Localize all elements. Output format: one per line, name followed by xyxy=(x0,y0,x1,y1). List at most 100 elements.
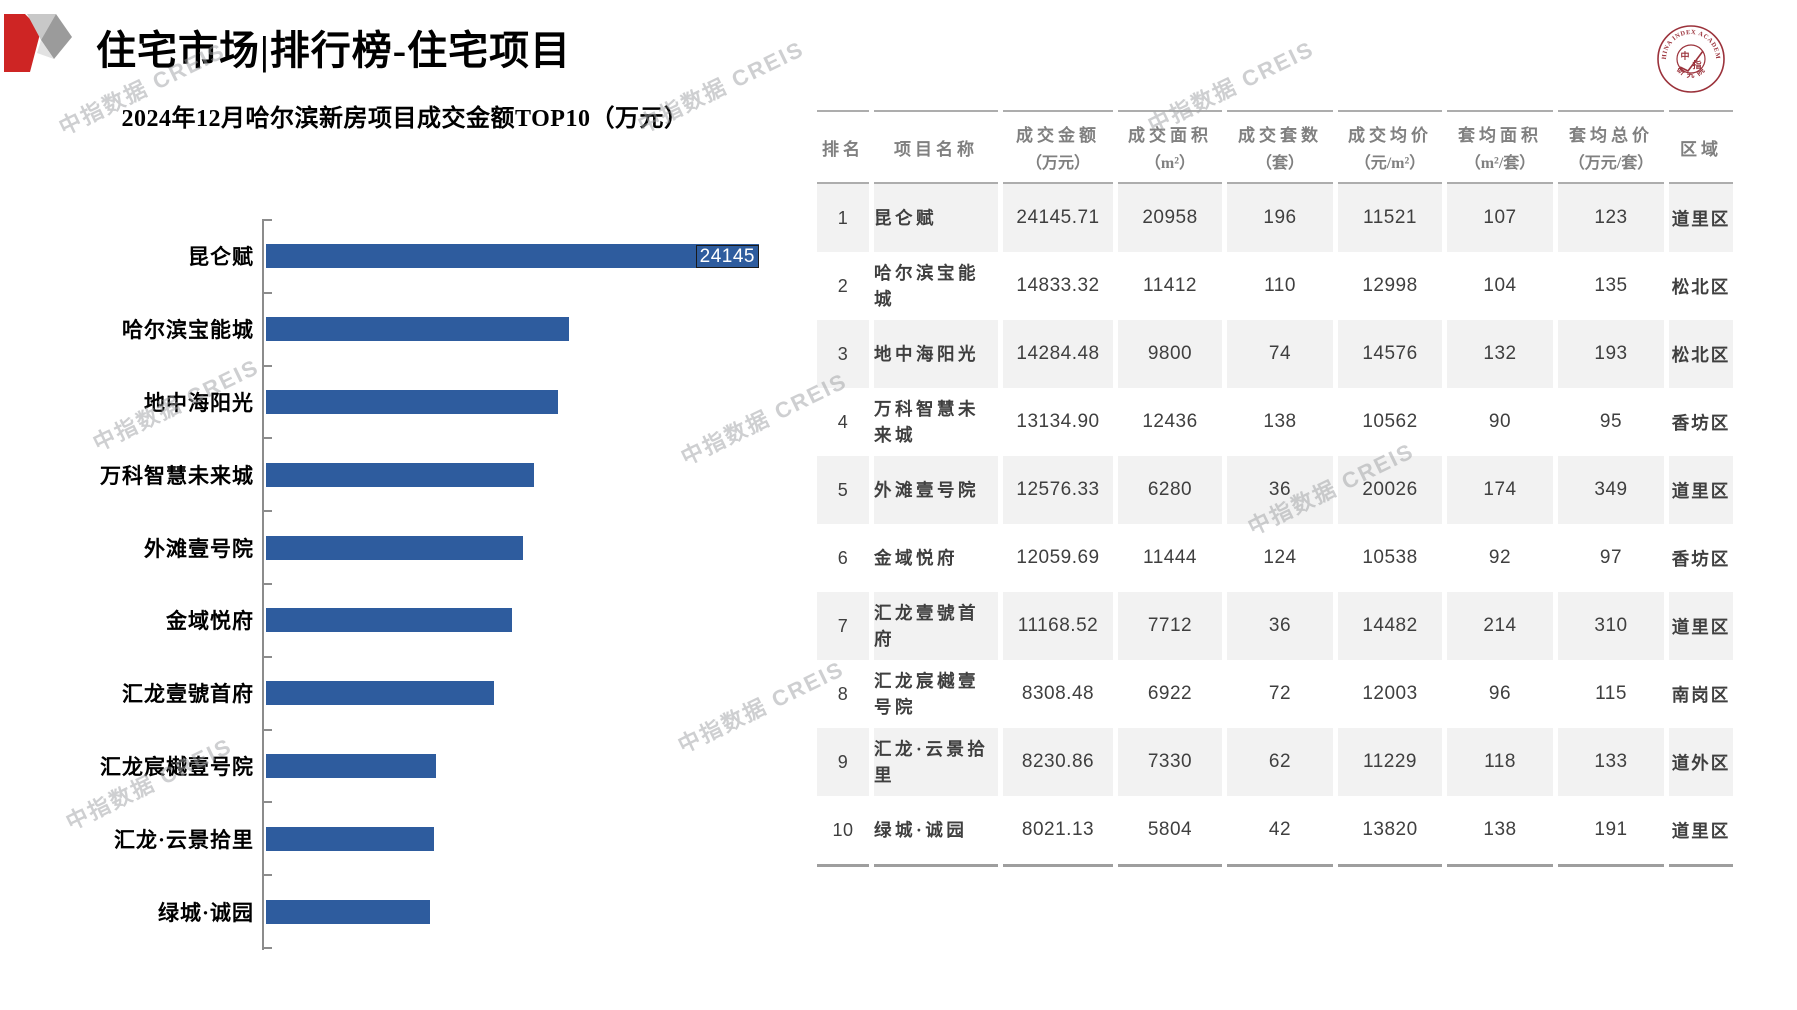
axis-tick xyxy=(262,655,272,658)
table-cell: 310 xyxy=(1558,592,1664,660)
table-row: 6 金域悦府 12059.69 11444 124 10538 92 97 香坊区 xyxy=(817,524,1733,592)
axis-tick xyxy=(262,583,272,585)
table-row: 4 万科智慧未来城 13134.90 12436 138 10562 90 95 香坊区 xyxy=(817,388,1733,456)
table-cell: 11168.52 xyxy=(1003,592,1113,660)
column-header: 排名 xyxy=(817,110,869,184)
bar xyxy=(266,389,558,414)
table-cell: 95 xyxy=(1599,411,1623,432)
bar xyxy=(266,535,523,560)
table-cell: 松北区 xyxy=(1671,276,1731,297)
table-cell: 7330 xyxy=(1118,728,1222,796)
table-row: 9 汇龙·云景拾里 8230.86 7330 62 11229 118 133 道外区 xyxy=(817,728,1733,796)
table-cell: 11229 xyxy=(1338,728,1442,796)
table-cell: 道外区 xyxy=(1669,728,1733,796)
table-cell: 96 xyxy=(1488,683,1512,704)
table-cell: 11521 xyxy=(1338,184,1442,252)
table-cell: 6280 xyxy=(1118,456,1222,524)
table-row: 2 哈尔滨宝能城 14833.32 11412 110 12998 104 135 松北区 xyxy=(817,252,1733,320)
table-cell: 138 xyxy=(1263,411,1297,432)
academy-inner-char-left: 中 xyxy=(1680,50,1689,61)
table-cell: 123 xyxy=(1558,184,1664,252)
table-header-row: 排名 项目名称 成交金额 （万元） 成交面积 （m²） 成交套数 （套） 成交均价 （元/m²）套… xyxy=(817,110,1733,184)
column-header: 项目名称 xyxy=(874,110,998,184)
table-cell: 12998 xyxy=(1362,275,1418,296)
column-header: 套均面积 （m²/套） xyxy=(1447,110,1553,184)
axis-tick xyxy=(262,728,272,731)
bar xyxy=(266,899,430,924)
table-row: 3 地中海阳光 14284.48 9800 74 14576 132 193 松北区 xyxy=(817,320,1733,388)
bar-row: 哈尔滨宝能城 xyxy=(0,293,790,366)
category-label: 外滩壹号院 xyxy=(144,536,254,561)
table-cell: 昆仑赋 xyxy=(874,184,998,252)
table-cell: 20958 xyxy=(1118,184,1222,252)
table-cell: 8021.13 xyxy=(1003,796,1113,867)
table-cell: 133 xyxy=(1558,728,1664,796)
table-cell: 14576 xyxy=(1338,320,1442,388)
table-cell: 6922 xyxy=(1147,683,1193,704)
table-cell: 11444 xyxy=(1143,547,1197,568)
axis-tick xyxy=(262,219,272,221)
category-label: 昆仑赋 xyxy=(188,245,254,270)
table-cell: 14833.32 xyxy=(1016,275,1100,296)
table-cell: 12003 xyxy=(1362,683,1418,704)
category-label: 汇龙壹號首府 xyxy=(122,682,254,707)
table-cell: 松北区 xyxy=(1669,320,1733,388)
bar xyxy=(266,753,436,778)
table-cell: 外滩壹号院 xyxy=(874,456,998,524)
bar-row: 地中海阳光 xyxy=(0,366,790,439)
bar-row: 万科智慧未来城 xyxy=(0,438,790,511)
bar-row: 汇龙壹號首府 xyxy=(0,657,790,730)
table-row: 1 昆仑赋 24145.71 20958 196 11521 107 123 道里区 xyxy=(817,184,1733,252)
table-cell: 174 xyxy=(1447,456,1553,524)
table-cell: 4 xyxy=(837,411,849,432)
axis-tick xyxy=(262,874,272,877)
bar xyxy=(266,462,534,487)
axis-tick xyxy=(262,291,272,294)
axis-tick xyxy=(262,364,272,367)
table-cell: 7 xyxy=(817,592,869,660)
table-cell: 绿城·诚园 xyxy=(874,796,998,867)
table-row: 10 绿城·诚园 8021.13 5804 42 13820 138 191 道里区 xyxy=(817,796,1733,867)
category-label: 汇龙宸樾壹号院 xyxy=(100,754,254,779)
table-cell: 万科智慧未来城 xyxy=(874,399,979,445)
table-cell: 10562 xyxy=(1362,411,1418,432)
table-cell: 12576.33 xyxy=(1003,456,1113,524)
table-cell: 104 xyxy=(1483,275,1517,296)
axis-tick xyxy=(262,801,272,804)
table-cell: 道里区 xyxy=(1669,592,1733,660)
table-cell: 8308.48 xyxy=(1021,683,1095,704)
table-cell: 14482 xyxy=(1338,592,1442,660)
table-cell: 9 xyxy=(817,728,869,796)
column-header: 成交面积 （m²） xyxy=(1118,110,1222,184)
chart-title: 2024年12月哈尔滨新房项目成交金额TOP10（万元） xyxy=(121,106,689,132)
top10-table: 排名 项目名称 成交金额 （万元） 成交面积 （m²） 成交套数 （套） 成交均价 （元/m²）套… xyxy=(812,110,1738,867)
table-cell: 5804 xyxy=(1118,796,1222,867)
table-cell: 92 xyxy=(1488,547,1512,568)
table-cell: 132 xyxy=(1447,320,1553,388)
table-cell: 74 xyxy=(1227,320,1333,388)
table-cell: 14284.48 xyxy=(1003,320,1113,388)
table-row: 7 汇龙壹號首府 11168.52 7712 36 14482 214 310 道里区 xyxy=(817,592,1733,660)
bar-row: 绿城·诚园 xyxy=(0,875,790,948)
bar xyxy=(266,681,494,706)
bar xyxy=(266,826,434,851)
axis-tick xyxy=(262,947,272,949)
table-cell: 8230.86 xyxy=(1003,728,1113,796)
category-label: 万科智慧未来城 xyxy=(100,463,254,488)
table-cell: 24145.71 xyxy=(1003,184,1113,252)
table-cell: 汇龙宸樾壹号院 xyxy=(874,671,979,717)
category-label: 地中海阳光 xyxy=(144,390,254,415)
table-cell: 193 xyxy=(1558,320,1664,388)
table-cell: 12436 xyxy=(1142,411,1198,432)
table-cell: 36 xyxy=(1227,592,1333,660)
category-label: 汇龙·云景拾里 xyxy=(113,827,254,852)
table-cell: 97 xyxy=(1599,547,1623,568)
logo-mark-icon xyxy=(4,14,72,72)
column-header: 套均总价 （万元/套） xyxy=(1558,110,1664,184)
column-header: 区域 xyxy=(1669,110,1733,184)
table-cell: 118 xyxy=(1447,728,1553,796)
bar-row: 金域悦府 xyxy=(0,584,790,657)
column-header: 成交均价 （元/m²） xyxy=(1338,110,1442,184)
table-cell: 3 xyxy=(817,320,869,388)
table-cell: 191 xyxy=(1558,796,1664,867)
